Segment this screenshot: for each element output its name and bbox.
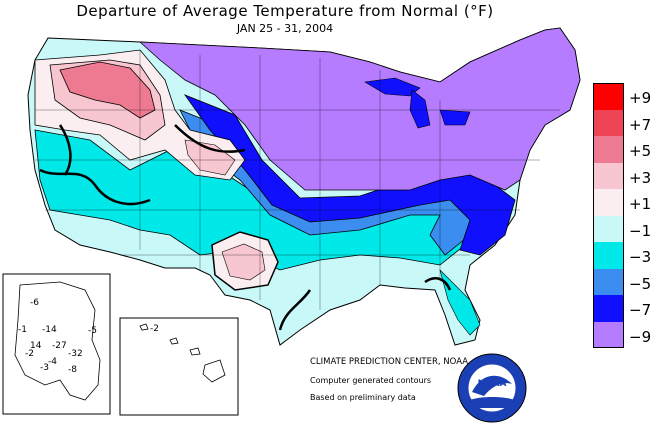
legend-swatch	[593, 189, 624, 216]
state-boundaries	[35, 50, 560, 310]
zero-contour	[58, 124, 72, 176]
legend-swatch	[593, 242, 624, 269]
legend-item: +7	[593, 109, 659, 136]
warm-anomaly-region	[221, 243, 266, 281]
zero-contour	[174, 124, 246, 153]
great-lakes	[439, 109, 471, 126]
alaska-value-label: -5	[88, 326, 97, 336]
legend-item: +9	[593, 83, 659, 110]
hawaii-islands	[202, 359, 226, 383]
great-lakes	[409, 89, 431, 129]
legend-label: +1	[629, 195, 652, 213]
zero-contour	[278, 289, 312, 331]
alaska-outline	[14, 281, 101, 401]
legend-label: +7	[629, 115, 652, 134]
date-range: JAN 25 - 31, 2004	[236, 22, 334, 35]
legend-item: +3	[593, 162, 659, 189]
credit-line: CLIMATE PREDICTION CENTER, NOAA	[310, 357, 469, 367]
alaska-value-label: -8	[68, 365, 77, 375]
noaa-bird-icon	[472, 375, 512, 396]
hawaii-islands	[169, 337, 179, 345]
cold-anomaly-region	[439, 268, 481, 336]
hawaii-islands	[189, 347, 201, 356]
legend-swatch	[593, 215, 624, 242]
alaska-value-label: -27	[52, 341, 67, 351]
legend-label: +9	[629, 89, 652, 107]
alaska-value-label: -2	[25, 349, 34, 359]
legend-swatch	[593, 83, 624, 110]
legend-swatch	[593, 321, 624, 348]
zero-contour	[424, 277, 452, 291]
legend-swatch	[593, 109, 624, 136]
legend: +9 +7 +5 +3 +1 −1 −3 −5 −7 −9	[593, 83, 659, 348]
noaa-logo: NOAA	[457, 353, 527, 423]
legend-swatch	[593, 136, 624, 163]
cold-anomaly-region	[138, 27, 581, 191]
legend-label: −7	[629, 301, 652, 319]
legend-item: +1	[593, 189, 659, 216]
legend-item: −7	[593, 295, 659, 322]
alaska-value-label: -6	[30, 298, 39, 308]
alaska-value-label: -14	[42, 325, 57, 335]
credit-line: Based on preliminary data	[310, 393, 416, 402]
alaska-value-label: -32	[68, 349, 83, 359]
alaska-value-label: -1	[18, 325, 27, 335]
legend-label: +3	[629, 168, 652, 187]
legend-item: −3	[593, 242, 659, 269]
legend-label: −3	[629, 248, 652, 266]
legend-item: −9	[593, 321, 659, 348]
legend-label: +5	[629, 142, 652, 160]
hawaii-value-label: -2	[150, 324, 159, 334]
noaa-logo-text: NOAA	[478, 379, 507, 389]
legend-item: −1	[593, 215, 659, 242]
legend-label: −5	[629, 274, 652, 293]
legend-label: −1	[629, 221, 652, 240]
legend-swatch	[593, 295, 624, 322]
warm-anomaly-region	[184, 139, 236, 176]
alaska-value-label: -3	[40, 363, 49, 373]
legend-item: −5	[593, 268, 659, 295]
alaska-value-label: -4	[48, 357, 57, 367]
noaa-wave-icon	[470, 397, 514, 408]
legend-item: +5	[593, 136, 659, 163]
legend-label: −9	[629, 327, 652, 346]
map-title: Departure of Average Temperature from No…	[76, 2, 494, 20]
legend-swatch	[593, 162, 624, 189]
warm-anomaly-region	[59, 61, 156, 119]
credit-line: Computer generated contours	[310, 376, 432, 385]
alaska-value-label: 14	[30, 341, 42, 351]
zero-contour	[39, 168, 151, 206]
hawaii-islands	[139, 323, 149, 331]
legend-swatch	[593, 268, 624, 295]
